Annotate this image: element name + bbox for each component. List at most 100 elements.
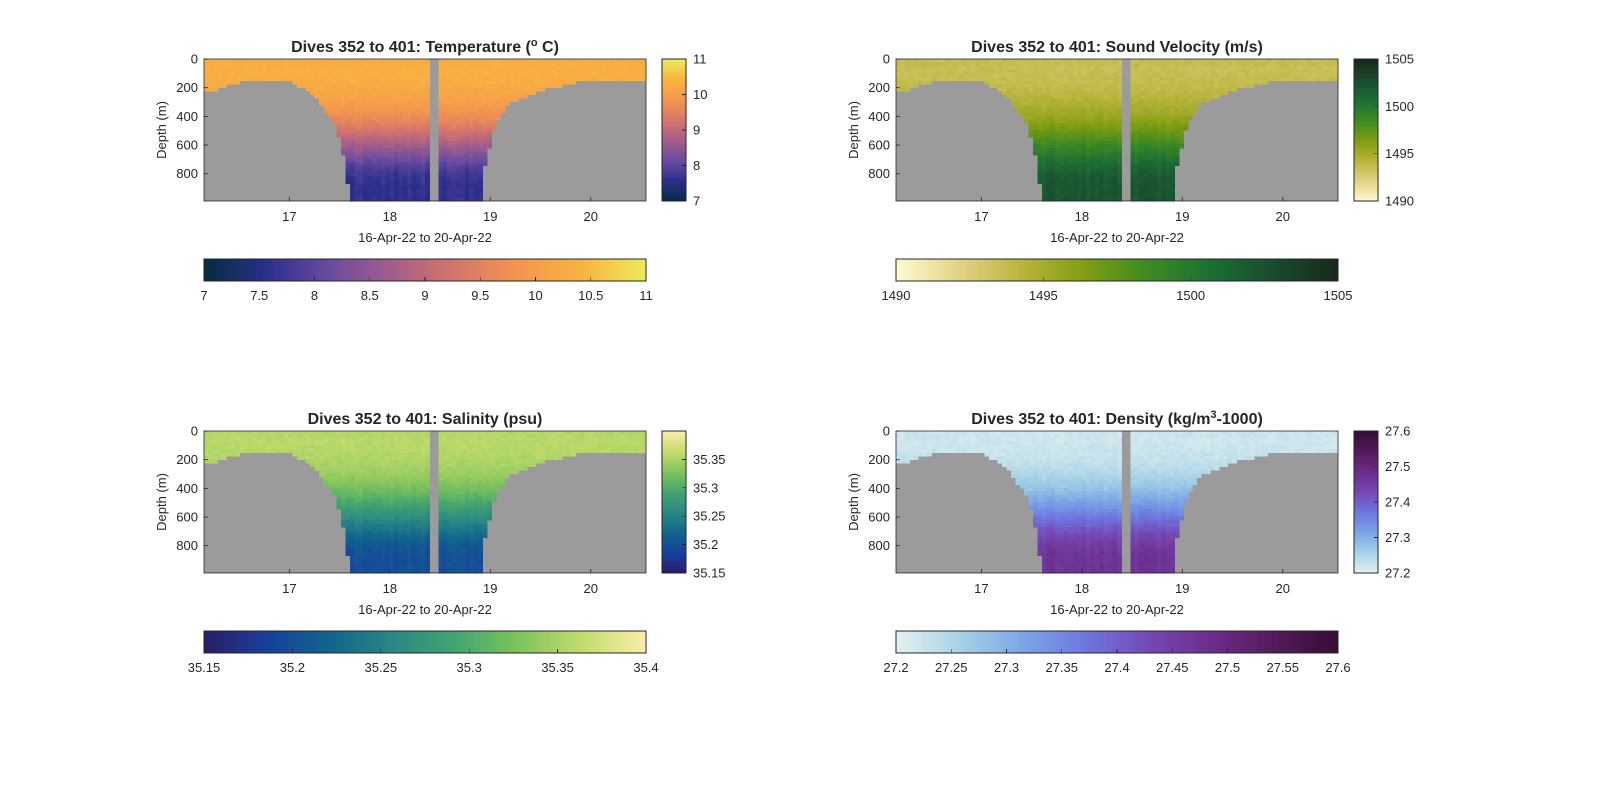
heatmap-cell xyxy=(217,445,223,450)
heatmap-cell xyxy=(1046,161,1052,167)
heatmap-cell xyxy=(1041,126,1047,131)
heatmap-cell xyxy=(420,186,426,191)
heatmap-cell xyxy=(1218,73,1224,78)
colorbar-swatch xyxy=(266,259,271,281)
heatmap-cell xyxy=(407,487,413,492)
heatmap-cell xyxy=(1143,130,1149,135)
heatmap-cell xyxy=(243,73,249,78)
heatmap-cell xyxy=(358,176,364,181)
heatmap-cell xyxy=(447,62,453,67)
heatmap-cell xyxy=(971,66,977,71)
heatmap-cell xyxy=(1033,76,1039,81)
heatmap-cell xyxy=(380,548,386,553)
heatmap-cell xyxy=(1280,73,1286,78)
heatmap-cell xyxy=(1130,122,1136,128)
heatmap-cell xyxy=(1324,59,1330,64)
heatmap-cell xyxy=(1059,165,1065,170)
colorbar-swatch xyxy=(502,259,507,281)
heatmap-cell xyxy=(1161,176,1167,181)
heatmap-cell xyxy=(345,137,351,142)
heatmap-cell xyxy=(1156,179,1162,184)
heatmap-cell xyxy=(371,470,377,475)
heatmap-cell xyxy=(1231,80,1237,85)
heatmap-cell xyxy=(1134,144,1140,149)
heatmap-cell xyxy=(398,459,404,464)
colorbar-swatch xyxy=(296,259,301,281)
heatmap-cell xyxy=(1037,59,1043,64)
heatmap-cell xyxy=(318,452,324,457)
heatmap-cell xyxy=(221,438,227,443)
heatmap-cell xyxy=(469,172,475,177)
heatmap-cell xyxy=(438,165,444,170)
heatmap-cell xyxy=(394,140,400,145)
heatmap-cell xyxy=(1086,90,1092,96)
heatmap-cell xyxy=(922,73,928,78)
heatmap-cell xyxy=(1170,130,1176,135)
heatmap-cell xyxy=(526,69,532,74)
heatmap-cell xyxy=(380,544,386,549)
heatmap-cell xyxy=(478,151,484,156)
heatmap-cell xyxy=(367,83,373,88)
heatmap-cell xyxy=(345,533,351,539)
heatmap-cell xyxy=(1019,90,1025,96)
heatmap-cell xyxy=(1063,105,1069,110)
heatmap-cell xyxy=(615,73,621,78)
heatmap-cell xyxy=(1063,108,1069,113)
heatmap-cell xyxy=(486,90,492,96)
heatmap-cell xyxy=(407,512,413,517)
heatmap-cell xyxy=(394,548,400,553)
heatmap-cell xyxy=(363,186,369,191)
heatmap-cell xyxy=(323,101,329,106)
heatmap-cell xyxy=(1178,108,1184,113)
heatmap-cell xyxy=(1094,183,1100,188)
heatmap-cell xyxy=(416,90,422,96)
heatmap-cell xyxy=(601,69,607,74)
heatmap-cell xyxy=(389,537,395,542)
heatmap-cell xyxy=(398,108,404,113)
heatmap-cell xyxy=(1046,112,1052,117)
heatmap-cell xyxy=(1055,193,1061,199)
heatmap-cell xyxy=(407,76,413,81)
colorbar-swatch xyxy=(498,259,503,281)
heatmap-cell xyxy=(327,87,333,92)
heatmap-cell xyxy=(354,516,360,521)
heatmap-cell xyxy=(482,130,488,135)
heatmap-cell xyxy=(376,147,382,152)
heatmap-cell xyxy=(1165,119,1171,124)
heatmap-cell xyxy=(1214,83,1220,88)
heatmap-cell xyxy=(420,115,426,120)
heatmap-cell xyxy=(385,197,391,202)
heatmap-cell xyxy=(1059,76,1065,81)
heatmap-cell xyxy=(455,90,461,96)
heatmap-cell xyxy=(332,105,338,110)
heatmap-cell xyxy=(1055,87,1061,92)
heatmap-cell xyxy=(323,441,329,446)
heatmap-cell xyxy=(500,62,506,67)
heatmap-cell xyxy=(411,183,417,188)
heatmap-cell xyxy=(310,452,316,457)
heatmap-cell xyxy=(473,165,479,170)
heatmap-cell xyxy=(398,172,404,177)
heatmap-cell xyxy=(1055,122,1061,128)
heatmap-cell xyxy=(204,69,210,74)
heatmap-cell xyxy=(1041,144,1047,149)
heatmap-cell xyxy=(367,94,373,99)
heatmap-cell xyxy=(398,448,404,453)
heatmap-cell xyxy=(217,83,223,88)
colorbar-swatch xyxy=(1354,153,1378,157)
heatmap-cell xyxy=(1143,115,1149,120)
heatmap-cell xyxy=(416,112,422,117)
heatmap-cell xyxy=(1028,126,1034,131)
heatmap-cell xyxy=(341,459,347,464)
heatmap-cell xyxy=(1072,101,1078,106)
heatmap-cell xyxy=(402,523,408,528)
heatmap-cell xyxy=(1108,66,1114,71)
heatmap-cell xyxy=(367,541,373,546)
colorbar-swatch xyxy=(321,259,327,281)
heatmap-cell xyxy=(402,59,408,64)
heatmap-cell xyxy=(1147,108,1153,113)
heatmap-cell xyxy=(909,76,915,81)
heatmap-cell xyxy=(345,541,351,546)
heatmap-cell xyxy=(243,66,249,71)
heatmap-cell xyxy=(508,90,514,96)
